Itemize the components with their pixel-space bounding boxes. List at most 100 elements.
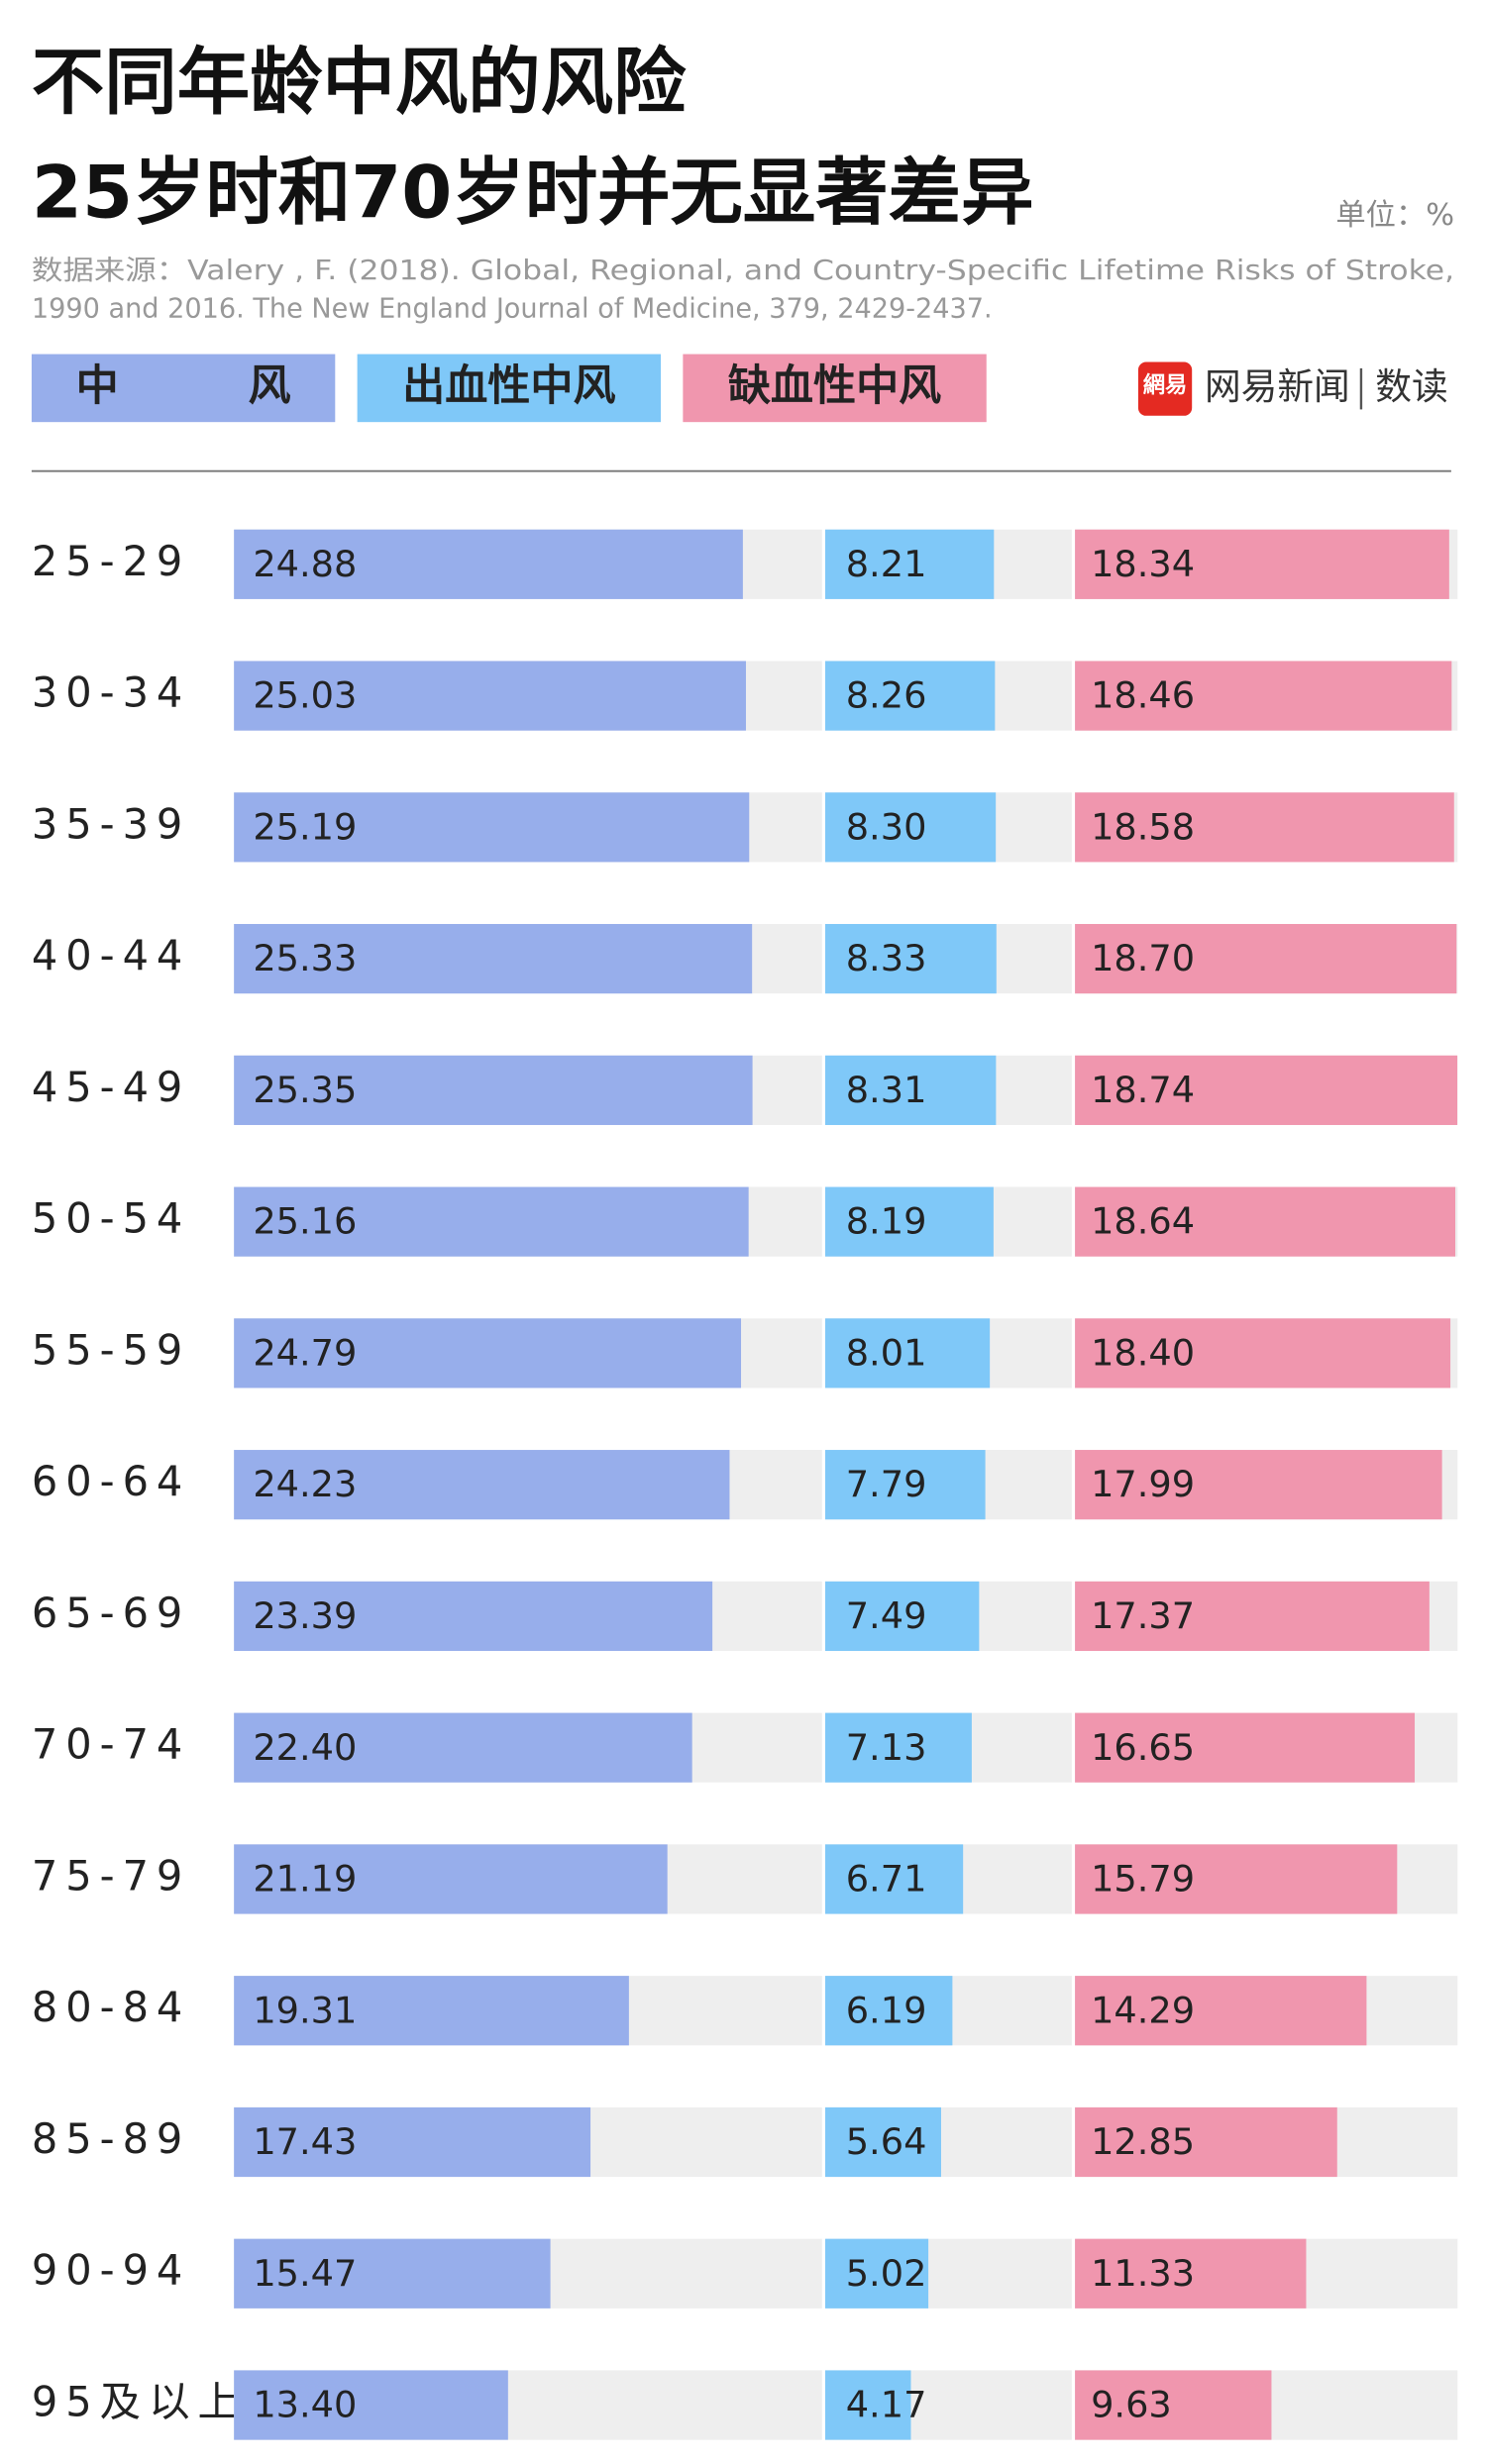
bar bbox=[1075, 2370, 1272, 2440]
y-tick-label: 80-84 bbox=[32, 1983, 190, 2031]
value-label: 7.79 bbox=[846, 1463, 927, 1505]
bar bbox=[824, 661, 996, 731]
legend-label: 缺血性中风 bbox=[728, 361, 941, 411]
value-label: 5.64 bbox=[846, 2120, 927, 2163]
value-label: 6.71 bbox=[846, 1858, 927, 1900]
legend-label: 出血性中风 bbox=[402, 361, 615, 411]
value-label: 21.19 bbox=[253, 1858, 357, 1900]
value-label: 18.58 bbox=[1091, 805, 1195, 848]
bar bbox=[824, 1186, 994, 1257]
value-label: 18.74 bbox=[1091, 1069, 1195, 1111]
bar bbox=[234, 1581, 713, 1652]
chart-subtitle: 25岁时和70岁时并无显著差异 bbox=[32, 152, 1034, 236]
value-label: 24.23 bbox=[253, 1463, 357, 1505]
y-tick-label: 60-64 bbox=[32, 1457, 190, 1505]
value-label: 19.31 bbox=[253, 1989, 357, 2031]
bar bbox=[1075, 1450, 1442, 1520]
value-label: 25.16 bbox=[253, 1200, 357, 1243]
bar bbox=[234, 2370, 508, 2440]
bar bbox=[824, 1581, 980, 1652]
y-tick-label: 50-54 bbox=[32, 1194, 190, 1243]
bar bbox=[234, 1055, 753, 1125]
y-tick-label: 45-49 bbox=[32, 1063, 190, 1111]
bar bbox=[824, 1450, 986, 1520]
y-tick-label: 75-79 bbox=[32, 1851, 190, 1899]
y-tick-label: 90-94 bbox=[32, 2246, 190, 2295]
bar bbox=[1075, 1055, 1458, 1125]
value-label: 9.63 bbox=[1091, 2384, 1172, 2426]
value-label: 18.34 bbox=[1091, 543, 1195, 585]
bar bbox=[1075, 1318, 1451, 1388]
value-label: 17.37 bbox=[1091, 1594, 1195, 1637]
value-label: 8.19 bbox=[846, 1200, 927, 1243]
bar bbox=[824, 792, 997, 863]
bar bbox=[234, 1976, 629, 2046]
value-label: 25.03 bbox=[253, 674, 357, 717]
value-label: 24.88 bbox=[253, 543, 357, 585]
value-label: 25.35 bbox=[253, 1069, 357, 1111]
value-label: 17.43 bbox=[253, 2120, 357, 2163]
bar bbox=[824, 1844, 964, 1914]
value-label: 17.99 bbox=[1091, 1463, 1195, 1505]
logo-section: 数读 bbox=[1375, 365, 1447, 408]
value-label: 24.79 bbox=[253, 1331, 357, 1374]
bar bbox=[824, 923, 997, 994]
value-label: 22.40 bbox=[253, 1726, 357, 1769]
value-label: 8.26 bbox=[846, 674, 927, 717]
bar bbox=[1075, 792, 1454, 863]
bar bbox=[234, 923, 753, 994]
legend-swatch bbox=[357, 354, 662, 423]
legend-swatch bbox=[31, 354, 336, 423]
value-label: 25.19 bbox=[253, 805, 357, 848]
logo-badge: 網易 bbox=[1143, 371, 1188, 398]
value-label: 13.40 bbox=[253, 2384, 357, 2426]
y-tick-label: 35-39 bbox=[32, 799, 190, 848]
bar bbox=[1075, 1712, 1416, 1783]
value-label: 23.39 bbox=[253, 1594, 357, 1637]
value-label: 5.02 bbox=[846, 2252, 927, 2295]
value-label: 18.64 bbox=[1091, 1200, 1195, 1243]
y-tick-label: 25-29 bbox=[32, 537, 190, 585]
value-label: 18.40 bbox=[1091, 1331, 1195, 1374]
value-label: 8.01 bbox=[846, 1331, 927, 1374]
bar bbox=[234, 1186, 749, 1257]
bar bbox=[1075, 1976, 1367, 2046]
value-label: 18.70 bbox=[1091, 937, 1195, 979]
value-label: 25.33 bbox=[253, 937, 357, 979]
bar bbox=[824, 1712, 972, 1783]
source: 1990 and 2016. The New England Journal o… bbox=[32, 293, 993, 324]
bar bbox=[824, 529, 995, 599]
value-label: 18.46 bbox=[1091, 674, 1195, 717]
value-label: 8.31 bbox=[846, 1069, 927, 1111]
y-tick-label: 30-34 bbox=[32, 668, 190, 717]
value-label: 14.29 bbox=[1091, 1989, 1195, 2031]
value-label: 15.79 bbox=[1091, 1858, 1195, 1900]
y-tick-label: 55-59 bbox=[32, 1325, 190, 1374]
logo-name: 网易新闻 bbox=[1205, 365, 1350, 408]
bar bbox=[824, 2106, 941, 2178]
unit-label: 单位：% bbox=[1335, 198, 1454, 233]
bar bbox=[1075, 2106, 1337, 2178]
value-label: 16.65 bbox=[1091, 1726, 1195, 1769]
bar bbox=[1075, 1581, 1430, 1652]
bar bbox=[1075, 2238, 1307, 2309]
y-tick-label: 70-74 bbox=[32, 1720, 190, 1769]
bar bbox=[1075, 923, 1457, 994]
bar bbox=[234, 2238, 551, 2309]
bar bbox=[1075, 1844, 1398, 1914]
bar bbox=[1075, 1186, 1456, 1257]
bar bbox=[234, 792, 750, 863]
y-tick-label: 65-69 bbox=[32, 1589, 190, 1637]
value-label: 7.13 bbox=[846, 1726, 927, 1769]
value-label: 15.47 bbox=[253, 2252, 357, 2295]
bar bbox=[824, 1055, 997, 1125]
bar bbox=[824, 1318, 991, 1388]
y-tick-label: 85-89 bbox=[32, 2114, 190, 2163]
y-tick-label: 95及以上 bbox=[32, 2378, 247, 2426]
bar bbox=[234, 529, 743, 599]
bar bbox=[234, 1712, 692, 1783]
bar bbox=[234, 1844, 668, 1914]
bar bbox=[234, 2106, 591, 2178]
value-label: 12.85 bbox=[1091, 2120, 1195, 2163]
